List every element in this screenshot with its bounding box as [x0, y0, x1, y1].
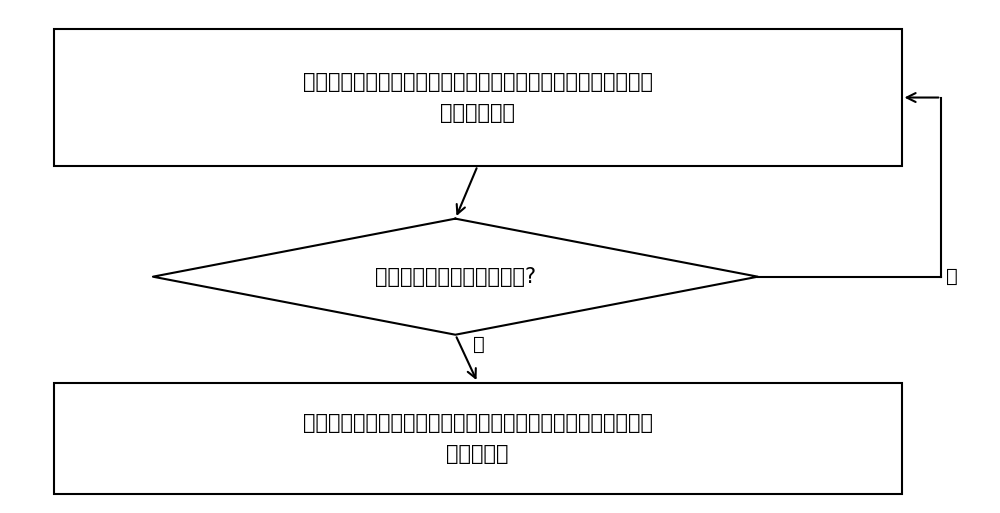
Text: 是: 是: [473, 334, 485, 353]
Bar: [54, 383, 902, 494]
Text: 电堆模块满足优先排气条件?: 电堆模块满足优先排气条件?: [375, 267, 536, 287]
Text: 计算各电堆模块的排气顺序，并控制各电堆模块按照计算的排气
顺序排气。: 计算各电堆模块的排气顺序，并控制各电堆模块按照计算的排气 顺序排气。: [303, 412, 653, 464]
Text: 否: 否: [946, 267, 958, 286]
Bar: [54, 29, 902, 166]
Text: 按预设时间间隔采集处于使用状态的燃料电池中的每个电堆模块
的模块电压；: 按预设时间间隔采集处于使用状态的燃料电池中的每个电堆模块 的模块电压；: [303, 72, 653, 123]
